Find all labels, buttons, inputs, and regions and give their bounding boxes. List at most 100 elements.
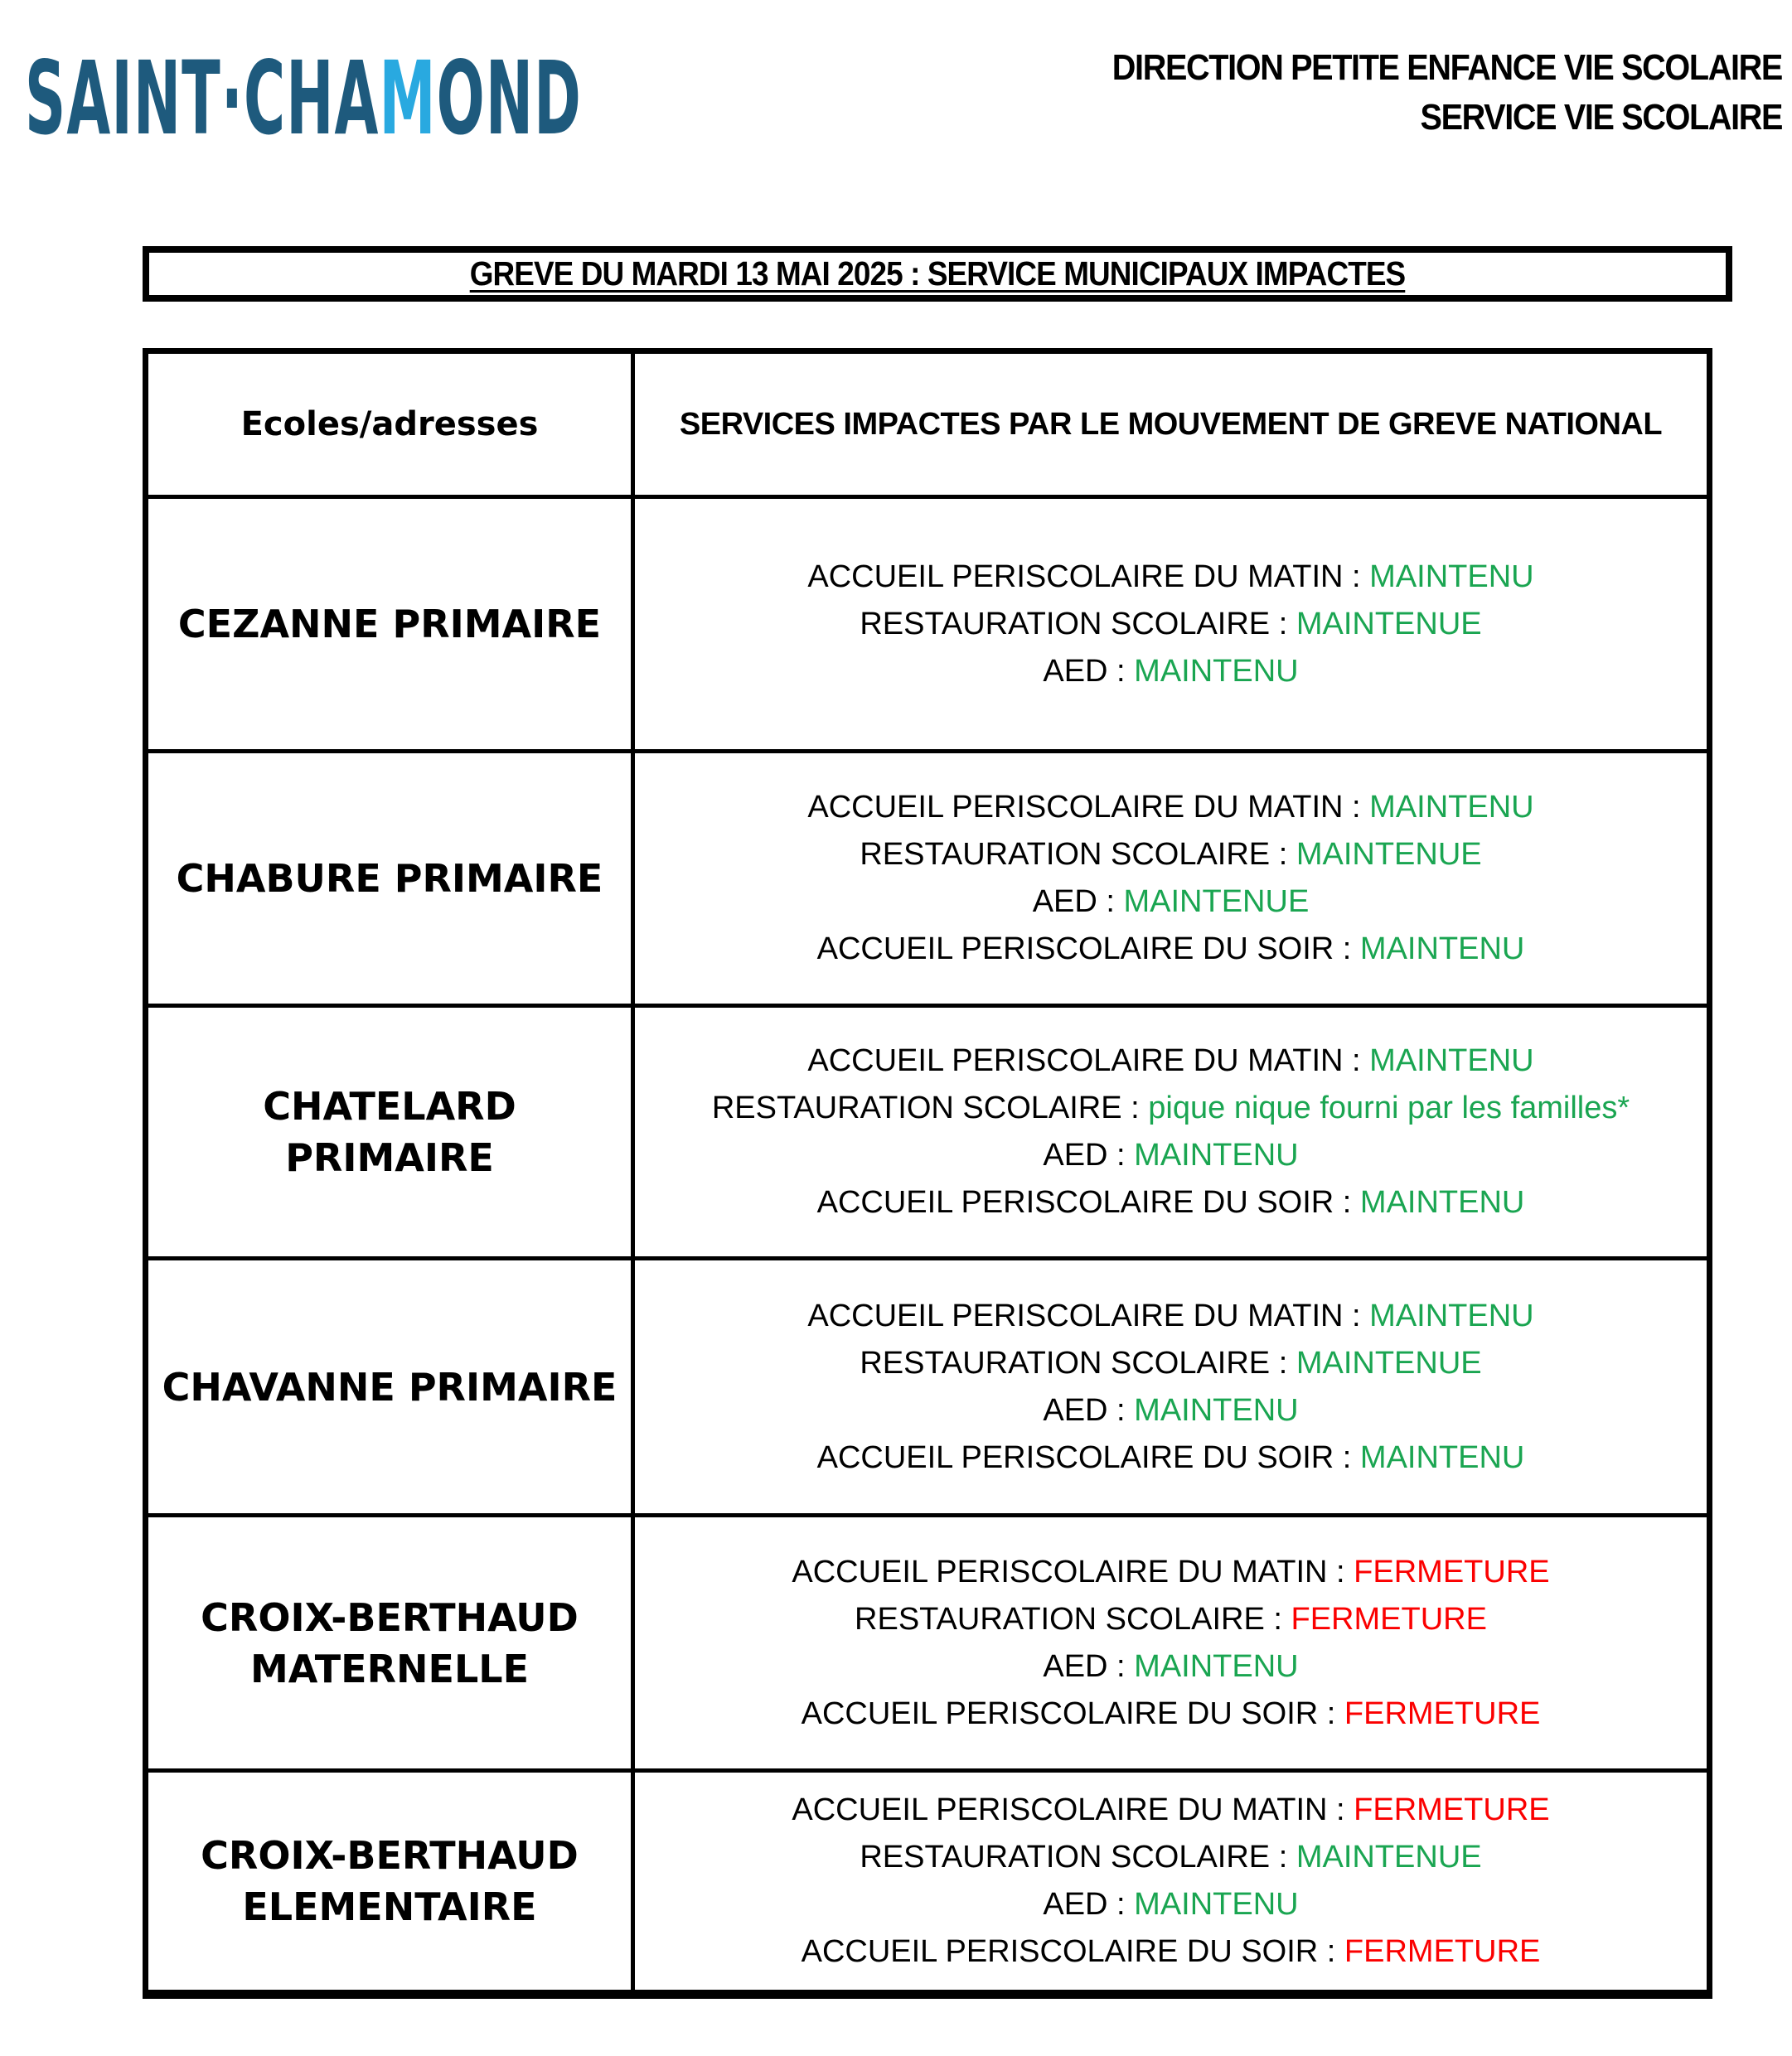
service-label: ACCUEIL PERISCOLAIRE DU MATIN : <box>807 1043 1361 1078</box>
service-line: AED : MAINTENU <box>1043 1643 1298 1691</box>
table-row: CHABURE PRIMAIRE ACCUEIL PERISCOLAIRE DU… <box>148 749 1707 1004</box>
service-status: FERMETURE <box>1344 1934 1541 1969</box>
service-label: RESTAURATION SCOLAIRE : <box>860 837 1288 872</box>
service-status: MAINTENU <box>1134 1648 1299 1684</box>
service-status: MAINTENU <box>1359 1439 1525 1475</box>
service-status: MAINTENUE <box>1123 884 1310 919</box>
logo-text-end: OND <box>436 40 582 157</box>
table-row: CEZANNE PRIMAIRE ACCUEIL PERISCOLAIRE DU… <box>148 495 1707 749</box>
service-line: ACCUEIL PERISCOLAIRE DU SOIR : MAINTENU <box>817 1179 1525 1226</box>
table-row: CHATELARD PRIMAIRE ACCUEIL PERISCOLAIRE … <box>148 1004 1707 1256</box>
service-status: MAINTENU <box>1369 1043 1534 1078</box>
school-name: CROIX-BERTHAUD ELEMENTAIRE <box>201 1833 579 1929</box>
service-label: AED : <box>1043 1138 1126 1173</box>
service-line: ACCUEIL PERISCOLAIRE DU SOIR : FERMETURE <box>802 1691 1541 1738</box>
logo-text: SAINT·CHA <box>25 40 380 157</box>
service-line: RESTAURATION SCOLAIRE : MAINTENUE <box>860 1834 1481 1881</box>
service-status: MAINTENU <box>1369 790 1534 825</box>
service-status: MAINTENUE <box>1296 1345 1482 1381</box>
service-line: AED : MAINTENU <box>1043 1132 1298 1179</box>
service-label: AED : <box>1043 1648 1126 1684</box>
service-status: MAINTENU <box>1134 1138 1299 1173</box>
service-status: pique nique fourni par les familles* <box>1148 1091 1630 1125</box>
service-line: AED : MAINTENU <box>1043 1387 1298 1434</box>
service-label: ACCUEIL PERISCOLAIRE DU MATIN : <box>792 1554 1345 1589</box>
service-status: MAINTENU <box>1134 1887 1299 1922</box>
service-label: ACCUEIL PERISCOLAIRE DU MATIN : <box>807 790 1361 825</box>
services-cell: ACCUEIL PERISCOLAIRE DU MATIN : MAINTENU… <box>631 1008 1707 1256</box>
service-label: AED : <box>1043 1392 1126 1428</box>
service-status: MAINTENUE <box>1296 837 1482 872</box>
letterhead-line-1: DIRECTION PETITE ENFANCE VIE SCOLAIRE <box>1112 47 1783 88</box>
service-status: MAINTENUE <box>1296 606 1482 641</box>
school-name: CHATELARD PRIMAIRE <box>263 1084 516 1180</box>
table-header-row: Ecoles/adresses SERVICES IMPACTES PAR LE… <box>148 354 1707 495</box>
school-name: CROIX-BERTHAUD MATERNELLE <box>201 1594 579 1691</box>
service-line: ACCUEIL PERISCOLAIRE DU SOIR : MAINTENU <box>817 926 1525 973</box>
service-status: FERMETURE <box>1354 1554 1550 1589</box>
service-line: AED : MAINTENU <box>1043 1881 1298 1928</box>
school-name: CHABURE PRIMAIRE <box>176 856 603 901</box>
table-row: CHAVANNE PRIMAIRE ACCUEIL PERISCOLAIRE D… <box>148 1256 1707 1513</box>
service-line: RESTAURATION SCOLAIRE : MAINTENUE <box>860 1340 1481 1387</box>
service-label: ACCUEIL PERISCOLAIRE DU MATIN : <box>807 559 1361 594</box>
service-label: ACCUEIL PERISCOLAIRE DU SOIR : <box>816 1439 1352 1475</box>
service-line: RESTAURATION SCOLAIRE : FERMETURE <box>855 1596 1487 1643</box>
service-label: AED : <box>1043 1887 1126 1922</box>
column-header-schools: Ecoles/adresses <box>240 405 539 443</box>
letterhead: DIRECTION PETITE ENFANCE VIE SCOLAIRE SE… <box>1038 43 1783 143</box>
service-line: RESTAURATION SCOLAIRE : pique nique four… <box>712 1085 1630 1132</box>
services-cell: ACCUEIL PERISCOLAIRE DU MATIN : MAINTENU… <box>631 753 1707 1004</box>
service-status: MAINTENU <box>1359 1185 1525 1220</box>
service-line: RESTAURATION SCOLAIRE : MAINTENUE <box>860 601 1481 648</box>
service-status: FERMETURE <box>1291 1601 1487 1637</box>
service-label: RESTAURATION SCOLAIRE : <box>860 606 1288 641</box>
service-label: RESTAURATION SCOLAIRE : <box>860 1345 1288 1381</box>
service-label: RESTAURATION SCOLAIRE : <box>711 1091 1140 1125</box>
service-status: MAINTENU <box>1369 559 1534 594</box>
service-label: ACCUEIL PERISCOLAIRE DU MATIN : <box>792 1792 1345 1827</box>
service-label: ACCUEIL PERISCOLAIRE DU MATIN : <box>807 1298 1361 1333</box>
service-status: MAINTENU <box>1369 1298 1534 1333</box>
service-line: ACCUEIL PERISCOLAIRE DU MATIN : MAINTENU <box>807 554 1533 601</box>
school-name: CEZANNE PRIMAIRE <box>177 602 602 646</box>
service-label: AED : <box>1032 884 1115 919</box>
service-status: MAINTENU <box>1359 931 1525 966</box>
saint-chamond-logo: SAINT·CHAMOND <box>25 38 582 159</box>
service-line: ACCUEIL PERISCOLAIRE DU MATIN : MAINTENU <box>807 1293 1533 1340</box>
service-status: FERMETURE <box>1354 1792 1550 1827</box>
services-cell: ACCUEIL PERISCOLAIRE DU MATIN : FERMETUR… <box>631 1773 1707 1990</box>
service-label: ACCUEIL PERISCOLAIRE DU SOIR : <box>816 1185 1352 1220</box>
column-header-services: SERVICES IMPACTES PAR LE MOUVEMENT DE GR… <box>631 354 1707 495</box>
service-line: ACCUEIL PERISCOLAIRE DU SOIR : MAINTENU <box>817 1434 1525 1482</box>
services-cell: ACCUEIL PERISCOLAIRE DU MATIN : MAINTENU… <box>631 1260 1707 1513</box>
service-status: MAINTENU <box>1134 653 1299 689</box>
school-name: CHAVANNE PRIMAIRE <box>162 1364 618 1410</box>
service-label: ACCUEIL PERISCOLAIRE DU SOIR : <box>801 1934 1336 1969</box>
service-line: RESTAURATION SCOLAIRE : MAINTENUE <box>860 831 1481 878</box>
service-label: ACCUEIL PERISCOLAIRE DU SOIR : <box>801 1696 1336 1731</box>
services-cell: ACCUEIL PERISCOLAIRE DU MATIN : FERMETUR… <box>631 1517 1707 1768</box>
service-line: AED : MAINTENU <box>1043 648 1298 695</box>
services-table: Ecoles/adresses SERVICES IMPACTES PAR LE… <box>143 348 1712 1999</box>
title-banner: GREVE DU MARDI 13 MAI 2025 : SERVICE MUN… <box>143 246 1732 302</box>
table-row: CROIX-BERTHAUD ELEMENTAIRE ACCUEIL PERIS… <box>148 1768 1707 1990</box>
service-label: ACCUEIL PERISCOLAIRE DU SOIR : <box>816 931 1352 966</box>
service-line: ACCUEIL PERISCOLAIRE DU MATIN : FERMETUR… <box>792 1549 1549 1596</box>
letterhead-line-2: SERVICE VIE SCOLAIRE <box>1420 97 1783 138</box>
service-line: AED : MAINTENUE <box>1033 878 1310 926</box>
service-label: RESTAURATION SCOLAIRE : <box>860 1840 1288 1875</box>
service-status: MAINTENU <box>1134 1392 1299 1428</box>
page-title: GREVE DU MARDI 13 MAI 2025 : SERVICE MUN… <box>469 254 1406 293</box>
service-label: RESTAURATION SCOLAIRE : <box>855 1601 1282 1637</box>
service-label: AED : <box>1043 653 1126 689</box>
service-line: ACCUEIL PERISCOLAIRE DU MATIN : MAINTENU <box>807 784 1533 831</box>
table-row: CROIX-BERTHAUD MATERNELLE ACCUEIL PERISC… <box>148 1513 1707 1768</box>
service-status: FERMETURE <box>1344 1696 1541 1731</box>
logo-accent-letter: M <box>379 40 437 157</box>
service-status: MAINTENUE <box>1296 1840 1482 1875</box>
services-cell: ACCUEIL PERISCOLAIRE DU MATIN : MAINTENU… <box>631 499 1707 749</box>
service-line: ACCUEIL PERISCOLAIRE DU MATIN : FERMETUR… <box>792 1787 1549 1834</box>
service-line: ACCUEIL PERISCOLAIRE DU MATIN : MAINTENU <box>807 1038 1533 1085</box>
